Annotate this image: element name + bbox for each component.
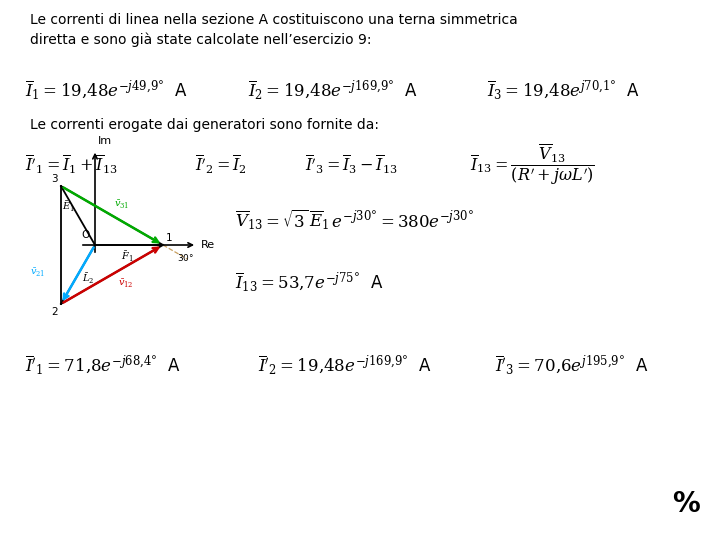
- Text: $\overline{I}'_1=\overline{I}_1+\overline{I}_{13}$: $\overline{I}'_1=\overline{I}_1+\overlin…: [25, 154, 118, 177]
- Text: $\bar{v}_{31}$: $\bar{v}_{31}$: [114, 198, 130, 211]
- Text: $\overline{I}'_3=\overline{I}_3-\overline{I}_{13}$: $\overline{I}'_3=\overline{I}_3-\overlin…: [305, 154, 398, 177]
- Text: $\overline{I}_{13}=53{,}7e^{-j75°}$  A: $\overline{I}_{13}=53{,}7e^{-j75°}$ A: [235, 271, 383, 293]
- Text: Le correnti di linea nella sezione A costituiscono una terna simmetrica
diretta : Le correnti di linea nella sezione A cos…: [30, 13, 518, 47]
- Text: $30°$: $30°$: [177, 252, 194, 263]
- Text: Le correnti erogate dai generatori sono fornite da:: Le correnti erogate dai generatori sono …: [30, 118, 379, 132]
- Text: Im: Im: [98, 137, 112, 146]
- Text: $\overline{I}_3=19{,}48e^{j70{,}1°}$  A: $\overline{I}_3=19{,}48e^{j70{,}1°}$ A: [487, 78, 640, 102]
- Text: $\overline{I}_{13}=\dfrac{\overline{V}_{13}}{(R'+j\omega L')}$: $\overline{I}_{13}=\dfrac{\overline{V}_{…: [470, 143, 595, 187]
- Text: $\bar{E}_1$: $\bar{E}_1$: [62, 199, 75, 213]
- Text: $\overline{I}_2=19{,}48e^{-j169{,}9°}$  A: $\overline{I}_2=19{,}48e^{-j169{,}9°}$ A: [248, 78, 418, 102]
- Text: $\overline{I}'_2=19{,}48e^{-j169{,}9°}$  A: $\overline{I}'_2=19{,}48e^{-j169{,}9°}$ …: [258, 354, 432, 376]
- Text: $\overline{I}'_3=70{,}6e^{j195{,}9°}$  A: $\overline{I}'_3=70{,}6e^{j195{,}9°}$ A: [495, 354, 649, 376]
- Text: 3: 3: [51, 174, 58, 184]
- Text: 1: 1: [166, 233, 173, 243]
- Text: $\overline{I}'_2=\overline{I}_2$: $\overline{I}'_2=\overline{I}_2$: [195, 154, 247, 177]
- Text: Re: Re: [200, 240, 215, 250]
- Text: $\bar{v}_{12}$: $\bar{v}_{12}$: [118, 278, 134, 290]
- Text: $\bar{L}_2$: $\bar{L}_2$: [82, 272, 94, 286]
- Text: O: O: [82, 230, 90, 240]
- Text: %: %: [672, 490, 700, 518]
- Text: $\overline{V}_{13}=\sqrt{3}\,\overline{E}_1\,e^{-j30°}=380e^{-j30°}$: $\overline{V}_{13}=\sqrt{3}\,\overline{E…: [235, 208, 474, 232]
- Text: $\bar{F}_1$: $\bar{F}_1$: [121, 250, 133, 265]
- Text: 2: 2: [51, 307, 58, 317]
- Text: $\overline{I}_1=19{,}48e^{-j49{,}9°}$  A: $\overline{I}_1=19{,}48e^{-j49{,}9°}$ A: [25, 78, 188, 102]
- Text: $\overline{I}'_1=71{,}8e^{-j68{,}4°}$  A: $\overline{I}'_1=71{,}8e^{-j68{,}4°}$ A: [25, 354, 181, 376]
- Text: $\bar{v}_{21}$: $\bar{v}_{21}$: [30, 266, 45, 279]
